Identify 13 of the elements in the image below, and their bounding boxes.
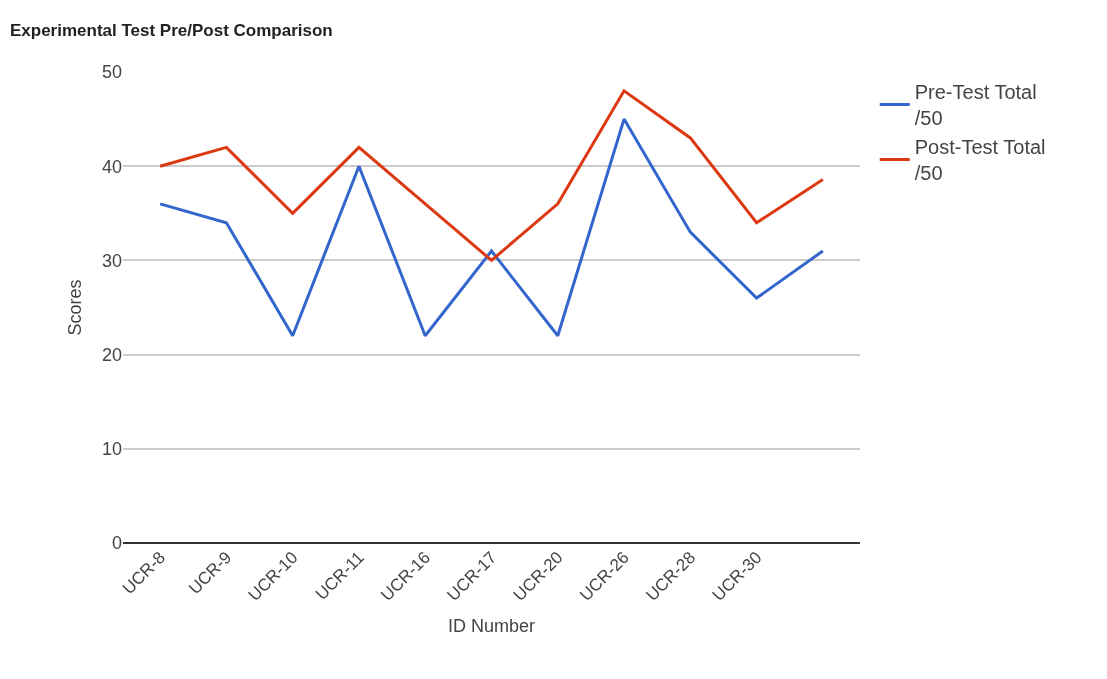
y-tick-label: 50 xyxy=(101,62,122,83)
line-series xyxy=(158,117,825,338)
y-tick-label: 20 xyxy=(101,344,122,365)
y-tick-label: 0 xyxy=(111,533,122,554)
y-tick-label: 10 xyxy=(101,439,122,460)
chart-title: Experimental Test Pre/Post Comparison xyxy=(9,20,333,40)
line-series xyxy=(158,89,825,262)
y-tick-label: 40 xyxy=(101,156,122,177)
y-axis-title: Scores xyxy=(65,279,86,336)
x-axis-title: ID Number xyxy=(447,615,536,636)
y-tick-label: 30 xyxy=(101,250,122,271)
legend-label: Post-Test Total /50 xyxy=(914,136,1046,185)
legend-label: Pre-Test Total /50 xyxy=(914,81,1037,130)
